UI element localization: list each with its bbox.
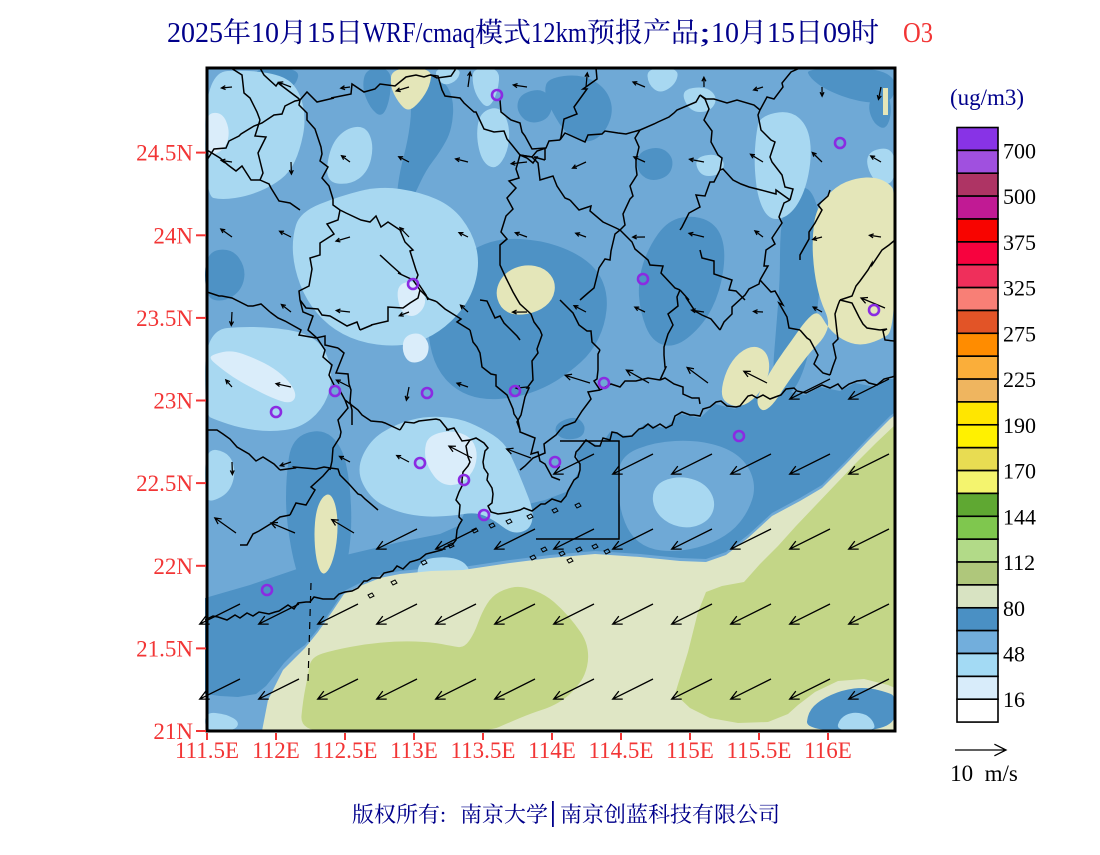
svg-text:2025: 2025 [167, 18, 223, 49]
svg-text:115.5E: 115.5E [727, 738, 792, 763]
svg-text:375: 375 [1003, 230, 1036, 255]
svg-text:15: 15 [307, 18, 335, 49]
svg-text:115E: 115E [666, 738, 714, 763]
svg-text:21N: 21N [153, 719, 193, 744]
svg-text:111.5E: 111.5E [175, 738, 239, 763]
svg-text:116E: 116E [804, 738, 852, 763]
svg-text:24.5N: 24.5N [136, 141, 193, 166]
svg-text:22N: 22N [153, 554, 193, 579]
svg-text:10: 10 [251, 18, 279, 49]
svg-text:500: 500 [1003, 184, 1036, 209]
svg-text:144: 144 [1003, 504, 1036, 529]
svg-text:21.5N: 21.5N [136, 636, 193, 661]
svg-text:12km: 12km [531, 18, 587, 49]
svg-text:225: 225 [1003, 367, 1036, 392]
svg-text:23N: 23N [153, 389, 193, 414]
svg-text:15: 15 [767, 18, 795, 49]
svg-text:112E: 112E [252, 738, 300, 763]
svg-text:23.5N: 23.5N [136, 306, 193, 331]
svg-text:10: 10 [711, 18, 739, 49]
svg-text:(ug/m3): (ug/m3) [950, 85, 1024, 110]
svg-text:80: 80 [1003, 596, 1025, 621]
svg-text:O3: O3 [903, 18, 933, 49]
svg-text:170: 170 [1003, 459, 1036, 484]
svg-text:09: 09 [823, 18, 851, 49]
svg-text:112.5E: 112.5E [313, 738, 378, 763]
svg-text:113.5E: 113.5E [451, 738, 516, 763]
svg-text:16: 16 [1003, 687, 1025, 712]
svg-text:114E: 114E [528, 738, 576, 763]
svg-text:325: 325 [1003, 276, 1036, 301]
svg-text:;: ; [699, 18, 711, 49]
svg-text:190: 190 [1003, 413, 1036, 438]
svg-text:112: 112 [1003, 550, 1035, 575]
svg-text:24N: 24N [153, 223, 193, 248]
svg-text::: : [440, 802, 446, 827]
svg-text:WRF/cmaq: WRF/cmaq [363, 18, 475, 49]
svg-text:22.5N: 22.5N [136, 471, 193, 496]
svg-text:114.5E: 114.5E [589, 738, 654, 763]
svg-text:113E: 113E [390, 738, 438, 763]
svg-text:10 m/s: 10 m/s [950, 761, 1018, 786]
svg-text:275: 275 [1003, 321, 1036, 346]
svg-text:48: 48 [1003, 642, 1025, 667]
svg-text:700: 700 [1003, 138, 1036, 163]
